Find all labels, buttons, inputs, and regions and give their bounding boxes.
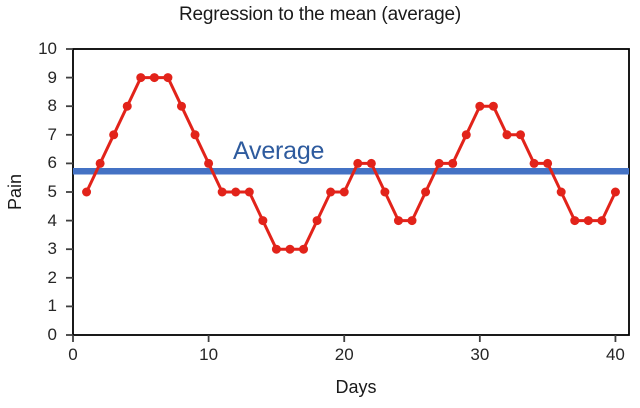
data-point-marker [597, 216, 607, 226]
x-axis-title: Days [335, 377, 377, 397]
data-point-marker [448, 158, 458, 168]
data-point-marker [149, 73, 159, 83]
data-point-marker [461, 130, 471, 140]
data-point-marker [258, 216, 268, 226]
y-tick-label: 8 [47, 96, 57, 116]
data-point-marker [244, 187, 254, 197]
y-tick-label: 5 [47, 182, 57, 201]
y-tick-label: 2 [47, 267, 57, 287]
x-tick-label: 30 [470, 345, 490, 364]
y-tick-label: 3 [47, 239, 57, 259]
data-point-marker [543, 158, 553, 168]
y-tick-label: 10 [38, 39, 57, 58]
y-tick-label: 1 [47, 296, 57, 316]
data-point-marker [326, 187, 336, 197]
y-tick-label: 0 [47, 325, 57, 344]
x-tick-label: 20 [334, 345, 354, 364]
data-point-marker [285, 244, 295, 254]
data-point-marker [163, 73, 173, 83]
data-point-marker [502, 130, 512, 140]
data-point-marker [366, 158, 376, 168]
data-point-marker [421, 187, 431, 197]
pain-series-line [85, 76, 617, 251]
data-point-marker [231, 187, 241, 197]
data-point-marker [82, 187, 92, 197]
data-point-marker [610, 187, 620, 197]
y-tick-label: 7 [47, 124, 57, 144]
data-point-marker [380, 187, 390, 197]
data-point-marker [570, 216, 580, 226]
y-tick-label: 6 [47, 153, 57, 173]
x-tick-label: 10 [199, 345, 219, 364]
data-point-marker [312, 216, 322, 226]
data-point-marker [299, 244, 309, 254]
data-point-marker [516, 130, 526, 140]
data-point-marker [556, 187, 566, 197]
data-point-marker [339, 187, 349, 197]
data-point-marker [475, 101, 485, 111]
data-point-marker [136, 73, 146, 83]
data-point-marker [434, 158, 444, 168]
data-point-marker [122, 101, 132, 111]
data-point-marker [271, 244, 281, 254]
y-tick-label: 9 [47, 67, 57, 87]
data-point-marker [529, 158, 539, 168]
data-point-marker [583, 216, 593, 226]
data-point-marker [393, 216, 403, 226]
chart-title: Regression to the mean (average) [179, 4, 461, 25]
data-point-marker [190, 130, 200, 140]
data-point-marker [353, 158, 363, 168]
data-point-marker [488, 101, 498, 111]
x-tick-label: 0 [68, 345, 78, 364]
data-point-marker [407, 216, 417, 226]
data-point-marker [109, 130, 119, 140]
x-tick-label: 40 [605, 345, 625, 364]
data-point-marker [204, 158, 214, 168]
data-point-marker [176, 101, 186, 111]
y-tick-label: 4 [47, 210, 57, 230]
data-point-marker [217, 187, 227, 197]
average-line-label: Average [233, 137, 325, 165]
chart-border [72, 48, 630, 336]
data-point-marker [95, 158, 105, 168]
